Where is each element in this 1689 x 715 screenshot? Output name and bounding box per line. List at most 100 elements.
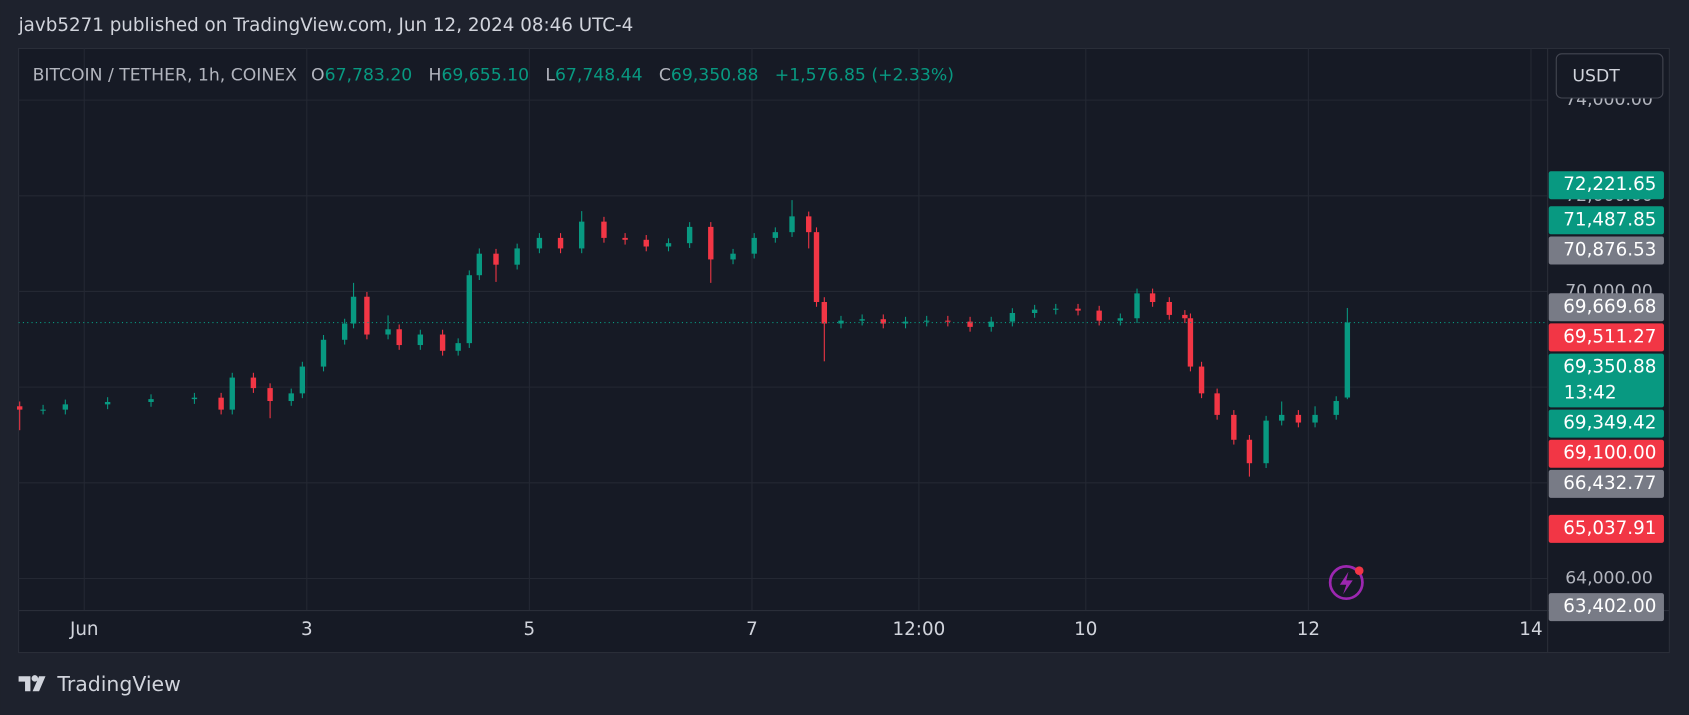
candle-body <box>439 334 446 351</box>
candle-body <box>417 334 424 346</box>
candle-body <box>1278 414 1285 421</box>
price-tag <box>1548 593 1664 622</box>
x-tick-label: 7 <box>746 619 758 640</box>
candle-body <box>730 253 736 260</box>
price-tag <box>1548 514 1664 543</box>
candle-body <box>902 321 909 324</box>
price-tag <box>1548 171 1664 200</box>
candle-body <box>1009 312 1016 322</box>
price-tag <box>1548 469 1664 498</box>
candle-body <box>350 296 357 324</box>
price-tag-label: 66,432.77 <box>1563 473 1656 494</box>
price-tag <box>1548 439 1664 468</box>
candle-body <box>1096 310 1102 321</box>
candle-body <box>1166 301 1172 315</box>
candle-body <box>1187 318 1194 367</box>
candle-body <box>1182 314 1188 319</box>
price-tag-label: 65,037.91 <box>1563 518 1656 539</box>
candle-body <box>191 397 198 400</box>
candle-body <box>1295 414 1302 423</box>
candle-body <box>288 393 294 402</box>
x-tick-label: 3 <box>301 619 313 640</box>
candle-body <box>466 275 472 344</box>
legend-c: C <box>659 65 671 85</box>
candle-body <box>40 409 46 411</box>
x-tick-label: 14 <box>1519 619 1542 640</box>
candle-body <box>859 319 865 321</box>
candle-body <box>1031 309 1038 313</box>
plot: 64,000.0066,000.0068,000.0070,000.0072,0… <box>17 48 1670 653</box>
candle-body <box>643 239 649 247</box>
candle-body <box>1263 420 1269 464</box>
price-tag-label: 69,349.42 <box>1563 413 1656 434</box>
legend-h: H <box>429 65 442 85</box>
candle-body <box>665 243 672 247</box>
price-tag-sublabel: 13:42 <box>1564 382 1617 403</box>
candle-body <box>396 329 402 346</box>
candle-body <box>1198 366 1205 394</box>
price-tag-label: 69,511.27 <box>1563 326 1656 347</box>
alert-icon <box>1328 565 1364 601</box>
candle-body <box>250 377 257 389</box>
candle-body <box>1214 393 1220 415</box>
candle-body <box>1075 308 1081 311</box>
candle-body <box>821 301 827 324</box>
legend-o: O <box>311 65 325 85</box>
candle-body <box>772 232 779 238</box>
footer: TradingView <box>56 672 180 696</box>
header: javb5271 published on TradingView.com, J… <box>18 15 634 36</box>
candle-body <box>1344 322 1351 398</box>
candle-body <box>1246 439 1253 464</box>
price-tag-label: 70,876.53 <box>1563 239 1656 260</box>
candle-body <box>267 388 273 402</box>
candle-body <box>945 320 951 322</box>
candle-body <box>708 226 714 260</box>
legend: BITCOIN / TETHER, 1h, COINEX O67,783.20 … <box>33 65 954 85</box>
legend-h-value: 69,655.10 <box>441 65 529 85</box>
candle-body <box>385 329 391 335</box>
legend-change: +1,576.85 (+2.33%) <box>775 65 954 85</box>
price-tag <box>1548 293 1664 322</box>
candle-body <box>1134 293 1140 319</box>
candle-body <box>320 339 327 367</box>
candle-body <box>1117 318 1124 321</box>
candle-body <box>62 404 69 410</box>
price-tag-label: 63,402.00 <box>1563 596 1656 617</box>
price-tag-label: 72,221.65 <box>1563 174 1656 195</box>
currency-label[interactable]: USDT <box>1572 66 1620 86</box>
candle-body <box>341 323 348 340</box>
candle-body <box>299 366 306 394</box>
candle-body <box>148 399 154 402</box>
y-tick-label: 64,000.00 <box>1565 568 1653 588</box>
candle-body <box>1333 401 1339 415</box>
candle-body <box>476 253 483 276</box>
candle-body <box>557 237 564 249</box>
candle-body <box>1053 308 1059 310</box>
candle-body <box>1312 414 1318 423</box>
x-tick-label: 5 <box>524 619 536 640</box>
candle-body <box>813 232 820 302</box>
x-tick-label: 12 <box>1297 619 1320 640</box>
candle-body <box>455 343 461 351</box>
legend-l: L <box>545 65 555 85</box>
candle-body <box>988 321 994 327</box>
legend-o-value: 67,783.20 <box>325 65 413 85</box>
candle-body <box>1149 293 1156 302</box>
candle-body <box>967 321 973 327</box>
candle-body <box>514 248 520 265</box>
candle-body <box>1231 414 1237 440</box>
candle-body <box>806 216 812 233</box>
price-tag <box>1548 323 1664 352</box>
candle-body <box>104 401 111 405</box>
logo <box>18 675 46 692</box>
candle-body <box>364 296 370 335</box>
candle-body <box>838 320 844 324</box>
price-tag <box>1548 353 1664 408</box>
price-tag-label: 69,350.88 <box>1563 357 1656 378</box>
candle-body <box>579 221 585 249</box>
currency-button[interactable] <box>1555 53 1664 99</box>
candle-body <box>789 216 795 233</box>
price-tag <box>1548 236 1664 265</box>
x-tick-label: 12:00 <box>893 619 946 640</box>
candle-body <box>493 253 499 265</box>
